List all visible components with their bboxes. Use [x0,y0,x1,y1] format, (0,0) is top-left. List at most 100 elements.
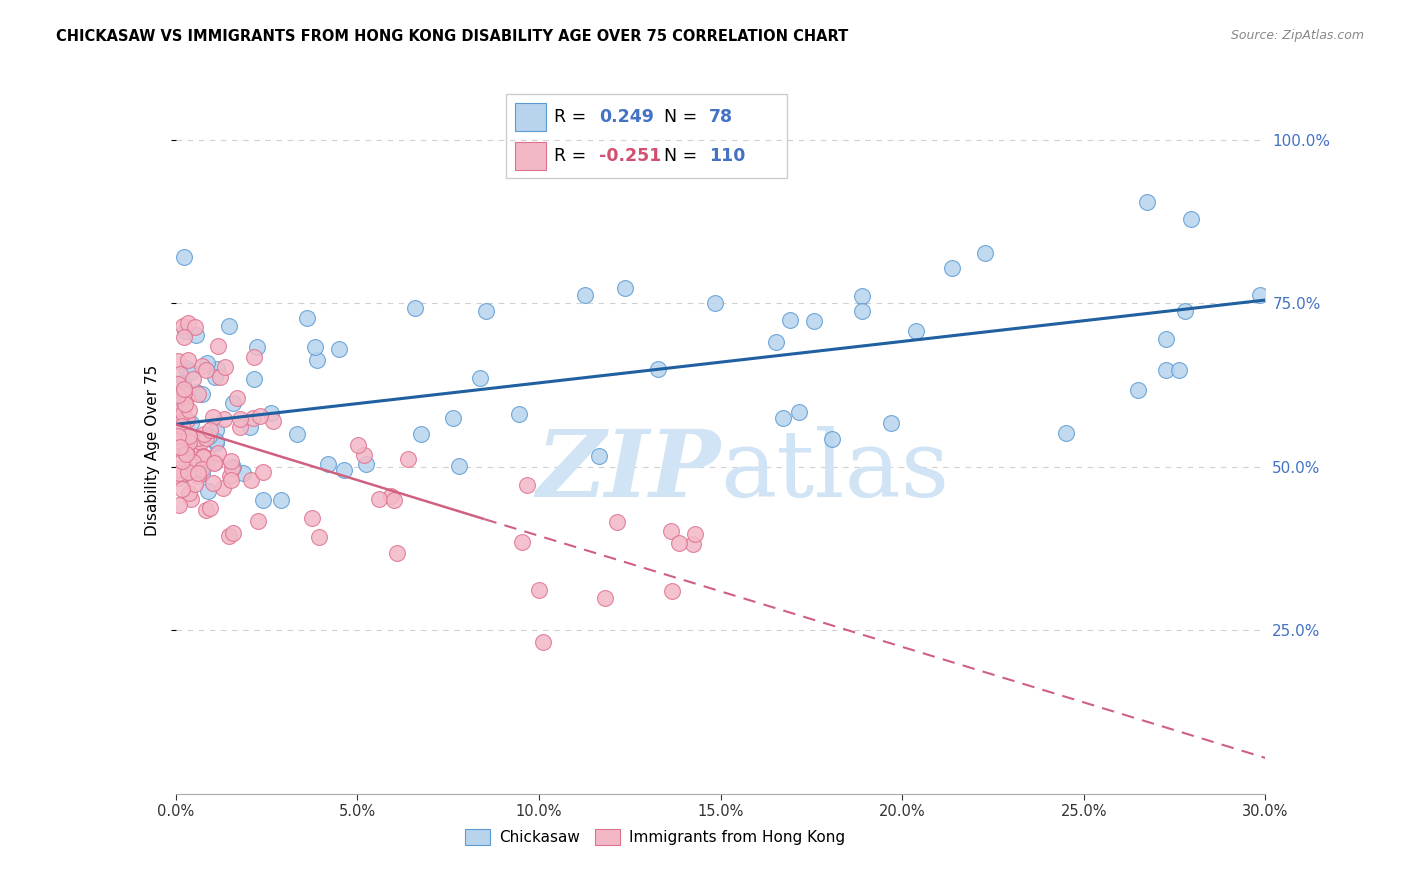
Point [368,492,391,507]
Point [270,492,292,507]
Point [177,465,200,479]
Point [174,445,197,459]
Point [779,313,801,327]
Point [508,407,530,421]
Point [382,492,405,507]
Point [191,359,214,374]
Point [409,427,432,442]
Point [173,385,195,400]
Text: N =: N = [664,108,703,126]
Point [187,431,209,445]
Point [787,404,810,418]
Text: N =: N = [664,147,703,165]
Point [180,416,202,430]
Point [447,459,470,474]
Point [204,423,226,437]
Text: R =: R = [554,147,592,165]
Point [222,396,245,410]
Point [1154,333,1177,347]
Point [308,530,330,544]
Point [510,534,533,549]
Point [181,462,204,476]
Point [226,392,249,406]
Point [242,372,264,386]
Point [304,340,326,354]
Point [166,388,188,402]
Point [173,382,195,396]
Point [468,371,491,385]
Point [195,431,218,445]
Point [475,304,498,318]
Point [204,434,226,448]
Point [1126,384,1149,398]
Point [593,591,616,605]
Text: 110: 110 [709,147,745,165]
Point [221,461,243,475]
Point [387,545,409,559]
Point [184,319,207,334]
Point [191,386,214,401]
Point [167,498,190,512]
Point [1054,425,1077,440]
Point [295,311,318,326]
Point [177,429,200,443]
Point [176,413,198,427]
Point [167,417,190,431]
Point [1168,363,1191,377]
Point [222,526,245,541]
Point [851,304,873,318]
Point [821,433,844,447]
Point [177,435,200,450]
Point [193,427,215,442]
Point [880,416,903,430]
Point [169,467,191,482]
Point [172,434,194,449]
Point [974,245,997,260]
Point [606,515,628,529]
Point [218,319,240,334]
Point [229,411,252,425]
Point [333,463,356,477]
Legend: Chickasaw, Immigrants from Hong Kong: Chickasaw, Immigrants from Hong Kong [460,823,851,852]
Point [682,536,704,550]
Point [176,392,198,406]
Y-axis label: Disability Age Over 75: Disability Age Over 75 [145,365,160,536]
Point [181,455,204,469]
Point [172,467,194,482]
Point [246,340,269,354]
Point [221,453,243,467]
Point [1154,362,1177,376]
Point [180,492,202,507]
Point [202,409,225,424]
Point [184,385,207,400]
Point [221,460,243,475]
Point [905,324,928,338]
Point [661,584,683,599]
Point [765,335,787,350]
Point [1249,287,1271,301]
Text: ZIP: ZIP [536,426,721,516]
Point [354,458,377,472]
Point [240,473,263,487]
Point [169,394,191,409]
Point [353,448,375,462]
Point [172,318,194,333]
Point [529,582,551,597]
Point [173,325,195,339]
Point [252,465,274,479]
Point [941,260,963,275]
Point [166,434,188,448]
Text: -0.251: -0.251 [599,147,661,165]
Point [166,354,188,368]
Point [218,529,240,543]
Point [1174,304,1197,318]
Point [169,367,191,381]
Point [1180,211,1202,226]
Point [803,313,825,327]
Point [204,370,226,384]
Point [174,397,197,411]
Point [191,462,214,476]
Point [198,429,221,443]
Point [668,536,690,550]
Point [262,414,284,428]
